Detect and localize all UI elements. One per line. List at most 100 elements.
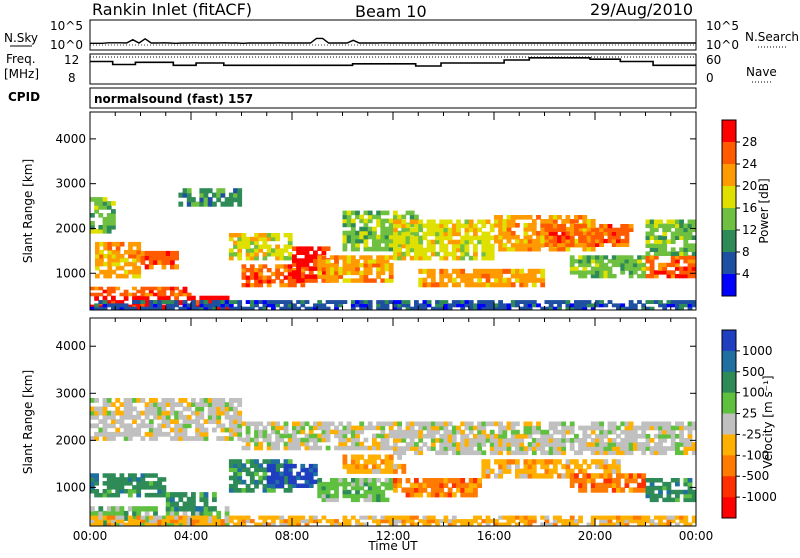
echo-cell: [186, 419, 192, 424]
echo-cell: [136, 253, 142, 259]
echo-cell: [174, 250, 179, 256]
echo-cell: [216, 197, 222, 203]
colorbar-tick-label: -100: [742, 448, 769, 462]
echo-cell: [502, 438, 508, 443]
echo-cell: [300, 278, 306, 283]
echo-cell: [99, 257, 104, 263]
echo-cell: [372, 441, 377, 447]
echo-cell: [485, 306, 491, 310]
echo-cell: [102, 492, 108, 498]
echo-cell: [334, 266, 339, 272]
echo-cell: [498, 522, 503, 526]
echo-cell: [292, 445, 297, 451]
echo-cell: [304, 274, 310, 279]
echo-cell: [397, 454, 402, 460]
echo-cell: [443, 478, 449, 484]
echo-cell: [292, 254, 297, 259]
echo-cell: [266, 233, 272, 238]
echo-cell: [426, 268, 432, 274]
echo-cell: [401, 239, 407, 245]
echo-cell: [485, 243, 491, 249]
echo-cell: [212, 522, 217, 526]
echo-cell: [388, 266, 394, 272]
echo-cell: [313, 479, 318, 485]
echo-cell: [372, 459, 377, 465]
echo-cell: [405, 243, 411, 249]
echo-cell: [313, 262, 318, 267]
echo-cell: [586, 238, 592, 244]
echo-cell: [249, 248, 255, 253]
echo-cell: [115, 406, 121, 412]
echo-cell: [620, 224, 626, 229]
echo-cell: [679, 274, 684, 279]
echo-cell: [544, 450, 550, 456]
echo-cell: [498, 273, 503, 279]
echo-cell: [115, 241, 121, 247]
echo-cell: [641, 303, 647, 308]
echo-cell: [249, 300, 255, 304]
echo-cell: [531, 429, 537, 435]
echo-cell: [569, 482, 575, 488]
echo-cell: [216, 402, 222, 407]
echo-cell: [388, 270, 394, 276]
echo-cell: [662, 266, 668, 271]
echo-cell: [683, 493, 689, 499]
echo-cell: [350, 278, 356, 283]
echo-cell: [460, 306, 466, 310]
echo-cell: [262, 240, 268, 245]
echo-cell: [506, 519, 512, 524]
echo-cell: [595, 425, 600, 431]
echo-cell: [325, 274, 331, 279]
echo-cell: [98, 410, 104, 416]
echo-cell: [363, 437, 369, 443]
echo-cell: [574, 478, 579, 484]
echo-cell: [460, 482, 466, 488]
echo-cell: [481, 468, 487, 474]
echo-cell: [258, 421, 264, 427]
echo-cell: [376, 259, 381, 264]
nsky-left-tick-bottom: 10^0: [50, 38, 83, 52]
echo-cell: [548, 425, 554, 431]
echo-cell: [683, 478, 689, 483]
echo-cell: [393, 442, 398, 447]
echo-cell: [611, 231, 617, 236]
echo-cell: [157, 410, 163, 416]
echo-cell: [561, 429, 567, 435]
echo-cell: [355, 519, 360, 524]
echo-cell: [687, 266, 693, 271]
echo-cell: [148, 398, 154, 403]
echo-cell: [258, 244, 264, 249]
echo-cell: [275, 429, 280, 435]
echo-cell: [531, 282, 537, 288]
echo-cell: [611, 227, 617, 232]
echo-cell: [670, 219, 676, 225]
echo-cell: [102, 520, 108, 526]
echo-cell: [611, 421, 617, 427]
echo-cell: [359, 425, 365, 431]
echo-cell: [355, 266, 360, 272]
echo-cell: [115, 485, 121, 490]
echo-cell: [195, 419, 200, 424]
echo-cell: [367, 210, 373, 216]
echo-cell: [645, 433, 651, 439]
echo-cell: [418, 239, 424, 245]
echo-cell: [641, 262, 647, 268]
echo-cell: [111, 306, 116, 310]
echo-cell: [165, 306, 171, 310]
echo-cell: [266, 236, 272, 242]
echo-cell: [624, 238, 630, 244]
echo-cell: [451, 268, 457, 274]
echo-cell: [498, 463, 503, 470]
echo-cell: [212, 402, 217, 407]
echo-cell: [527, 215, 533, 220]
echo-cell: [283, 306, 289, 310]
echo-cell: [653, 450, 659, 456]
echo-cell: [203, 303, 209, 308]
echo-cell: [477, 303, 482, 308]
echo-cell: [536, 242, 541, 248]
echo-cell: [346, 445, 352, 451]
echo-cell: [418, 247, 424, 253]
echo-cell: [388, 300, 394, 304]
echo-cell: [182, 289, 188, 294]
